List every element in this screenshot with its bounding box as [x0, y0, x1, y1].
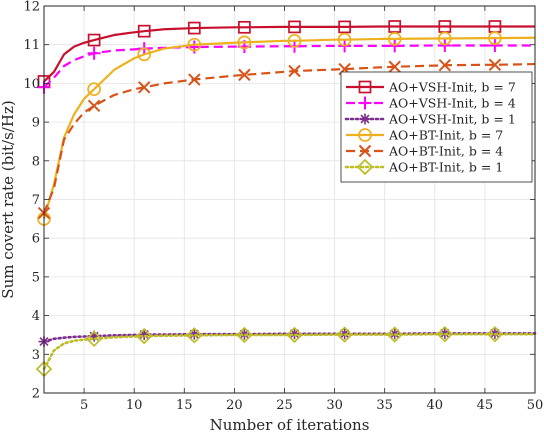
y-tick-label: 7: [32, 193, 40, 208]
y-tick-label: 2: [32, 387, 40, 402]
x-tick-label: 40: [427, 398, 444, 413]
data-point: [387, 32, 402, 46]
data-point: [238, 20, 251, 34]
data-point: [288, 64, 301, 78]
legend-marker: [358, 80, 372, 94]
data-point: [87, 82, 101, 97]
data-point: [287, 33, 302, 48]
data-point: [286, 326, 303, 344]
series-4: [37, 31, 536, 226]
x-tick-label: 15: [176, 398, 193, 413]
data-point: [237, 35, 252, 50]
data-point: [87, 46, 101, 60]
series-5: [37, 58, 536, 220]
x-tick-label: 5: [80, 398, 88, 413]
legend: AO+VSH-Init, b = 7AO+VSH-Init, b = 4AO+V…: [340, 71, 533, 183]
data-point: [338, 20, 351, 34]
data-point: [87, 33, 101, 47]
data-point: [188, 328, 200, 340]
data-point: [88, 330, 100, 342]
legend-entry: AO+BT-Init, b = 7: [346, 128, 503, 143]
y-tick-label: 3: [32, 348, 40, 363]
data-point: [438, 59, 452, 72]
data-point: [388, 60, 401, 73]
y-tick-label: 5: [32, 270, 40, 285]
data-point: [488, 38, 502, 52]
legend-marker: [356, 158, 374, 176]
data-point: [87, 99, 101, 113]
legend-entry: AO+VSH-Init, b = 7: [346, 80, 516, 95]
series-line: [42, 62, 536, 214]
legend-label: AO+VSH-Init, b = 1: [388, 112, 516, 127]
x-tick-label: 25: [276, 398, 293, 413]
data-point: [388, 20, 402, 33]
legend-marker: [358, 96, 372, 110]
legend-entry: AO+VSH-Init, b = 1: [344, 112, 516, 127]
x-tick-label: 35: [376, 398, 393, 413]
legend-label: AO+BT-Init, b = 1: [388, 160, 503, 175]
y-tick-label: 8: [32, 154, 40, 169]
y-axis-label: Sum covert rate (bit/s/Hz): [0, 100, 17, 298]
data-point: [436, 325, 454, 343]
data-point: [438, 38, 452, 52]
legend-entry: AO+VSH-Init, b = 4: [346, 96, 516, 111]
legend-label: AO+BT-Init, b = 4: [388, 144, 503, 159]
data-point: [187, 37, 202, 52]
data-point: [187, 21, 201, 35]
y-tick-label: 9: [32, 116, 40, 131]
data-point: [138, 329, 150, 341]
x-tick-label: 10: [126, 398, 143, 413]
data-point: [488, 58, 502, 72]
series-layer: [35, 20, 537, 378]
data-point: [337, 32, 352, 47]
x-axis-label: Number of iterations: [210, 416, 370, 434]
series-line: [42, 332, 537, 371]
legend-label: AO+BT-Init, b = 7: [388, 128, 503, 143]
data-point: [388, 39, 402, 53]
x-tick-label: 50: [527, 398, 544, 413]
data-point: [186, 327, 203, 344]
y-tick-label: 11: [23, 38, 40, 53]
data-point: [137, 24, 151, 38]
series-line: [43, 44, 535, 89]
data-point: [289, 328, 301, 340]
data-point: [488, 31, 502, 45]
data-point: [85, 330, 103, 348]
legend-box: [340, 71, 533, 183]
legend-entry: AO+BT-Init, b = 1: [344, 158, 503, 176]
data-point: [486, 325, 504, 343]
data-point: [137, 81, 151, 94]
x-tick-label: 45: [477, 398, 494, 413]
data-point: [236, 326, 253, 344]
x-tick-label: 20: [226, 398, 243, 413]
y-tick-label: 6: [32, 232, 40, 247]
y-tick-label: 4: [32, 309, 40, 324]
series-line: [42, 36, 536, 220]
legend-marker: [358, 144, 372, 158]
data-point: [336, 326, 353, 343]
x-tick-label: 30: [326, 398, 343, 413]
data-point: [137, 47, 152, 62]
legend-marker: [358, 128, 372, 142]
y-tick-label: 10: [23, 77, 40, 92]
y-tick-label: 12: [23, 0, 40, 15]
data-point: [437, 31, 452, 46]
data-point: [136, 327, 153, 345]
data-point: [386, 326, 403, 343]
legend-marker: [359, 113, 371, 125]
legend-label: AO+VSH-Init, b = 7: [388, 80, 516, 95]
legend-entry: AO+BT-Init, b = 4: [346, 144, 503, 159]
legend-label: AO+VSH-Init, b = 4: [388, 96, 516, 111]
data-point: [288, 20, 301, 34]
data-point: [188, 73, 201, 86]
data-point: [238, 68, 251, 82]
